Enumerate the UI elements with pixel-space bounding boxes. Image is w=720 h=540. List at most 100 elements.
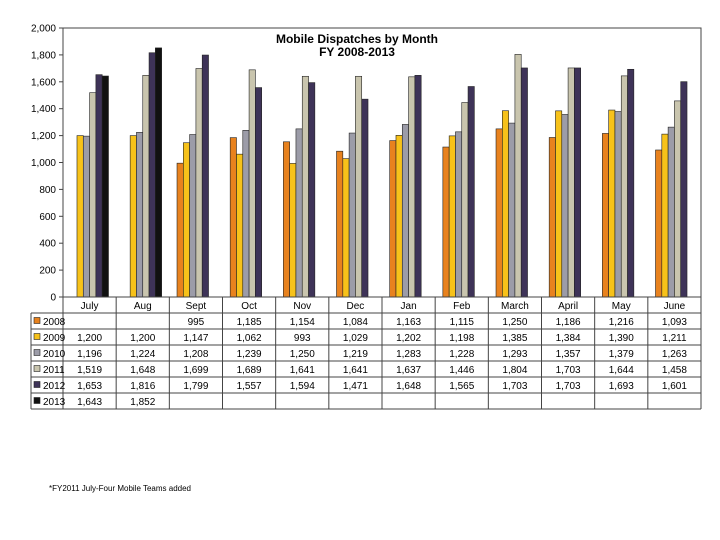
data-label: 1,154 [290, 317, 315, 328]
data-label: 1,357 [556, 349, 581, 360]
bar-2012-Nov [308, 82, 316, 298]
legend-swatch-2013 [33, 397, 41, 404]
legend-label: 2008 [43, 317, 66, 328]
data-label: 1,379 [609, 349, 634, 360]
data-label: 1,689 [237, 365, 262, 376]
legend-label: 2012 [43, 381, 66, 392]
bar-2012-Dec [361, 98, 369, 298]
data-label: 1,384 [556, 333, 581, 344]
bar-2012-March [520, 67, 528, 298]
data-label: 1,293 [502, 349, 527, 360]
bar-2010-April [561, 114, 569, 298]
legend-swatch-2009 [33, 333, 41, 340]
data-label: 1,185 [237, 317, 262, 328]
bar-2011-Jan [408, 76, 416, 298]
bar-2011-July [89, 92, 97, 298]
legend-label: 2009 [43, 333, 66, 344]
x-tick-label: Feb [453, 301, 471, 312]
legend-label: 2013 [43, 397, 66, 408]
bar-2012-Aug [148, 52, 156, 298]
bar-2012-April [574, 67, 581, 298]
data-label: 1,653 [77, 381, 102, 392]
bar-2011-April [567, 67, 575, 298]
x-tick-label: Nov [293, 301, 311, 312]
y-tick-label: 400 [39, 239, 56, 250]
y-tick-label: 200 [39, 266, 56, 277]
footnote: *FY2011 July-Four Mobile Teams added [49, 484, 191, 493]
bar-2012-June [680, 81, 688, 298]
bar-2011-Feb [461, 102, 469, 298]
data-label: 1,202 [396, 333, 421, 344]
bar-2008-June [655, 149, 663, 298]
y-tick-label: 0 [50, 293, 56, 304]
bar-2009-Feb [448, 135, 456, 298]
y-tick-label: 600 [39, 212, 56, 223]
x-tick-label: June [664, 301, 686, 312]
x-tick-label: Oct [241, 301, 257, 312]
bar-2009-June [661, 133, 669, 298]
data-label: 1,263 [662, 349, 687, 360]
x-tick-label: Jan [401, 301, 417, 312]
data-label: 1,208 [183, 349, 208, 360]
data-label: 1,804 [502, 365, 527, 376]
data-label: 1,643 [77, 397, 102, 408]
data-label: 1,816 [130, 381, 155, 392]
data-label: 1,693 [609, 381, 634, 392]
bar-2009-July [76, 135, 84, 298]
data-label: 1,385 [502, 333, 527, 344]
y-tick-label: 1,400 [31, 104, 56, 115]
bar-2012-July [95, 74, 103, 298]
x-tick-label: Aug [134, 301, 152, 312]
bar-2010-Sept [189, 134, 197, 298]
bar-2008-Jan [389, 140, 397, 298]
data-label: 1,644 [609, 365, 634, 376]
bar-2008-Dec [336, 150, 344, 298]
data-label: 1,093 [662, 317, 687, 328]
bar-2012-Feb [467, 86, 475, 298]
bar-2008-Sept [176, 162, 184, 298]
data-label: 1,224 [130, 349, 155, 360]
y-tick-label: 1,800 [31, 50, 56, 61]
legend-label: 2010 [43, 349, 66, 360]
data-label: 1,641 [290, 365, 315, 376]
data-label: 1,703 [556, 365, 581, 376]
bar-2009-Dec [342, 158, 350, 298]
bar-2010-Jan [401, 124, 409, 298]
bar-2009-March [502, 110, 509, 298]
data-label: 1,216 [609, 317, 634, 328]
data-label: 1,084 [343, 317, 368, 328]
data-label: 1,648 [130, 365, 155, 376]
data-label: 1,699 [183, 365, 208, 376]
data-label: 993 [294, 333, 311, 344]
data-label: 1,250 [502, 317, 527, 328]
data-label: 1,519 [77, 365, 102, 376]
data-label: 1,228 [449, 349, 474, 360]
legend-swatch-2011 [33, 365, 41, 372]
data-label: 1,703 [556, 381, 581, 392]
data-label: 1,283 [396, 349, 421, 360]
x-tick-label: Dec [347, 301, 365, 312]
bar-2009-May [608, 109, 616, 298]
x-tick-label: July [81, 301, 99, 312]
data-label: 1,471 [343, 381, 368, 392]
bar-2011-Nov [301, 75, 309, 298]
data-label: 1,648 [396, 381, 421, 392]
bar-2011-June [674, 100, 682, 298]
data-label: 1,594 [290, 381, 315, 392]
bar-2010-Aug [136, 132, 144, 298]
bar-2008-May [602, 133, 609, 298]
data-label: 1,239 [237, 349, 262, 360]
bar-2012-Sept [201, 54, 209, 298]
y-tick-label: 1,600 [31, 77, 56, 88]
bar-2010-Nov [295, 128, 303, 298]
data-label: 1,458 [662, 365, 687, 376]
bar-2013-Aug [155, 47, 162, 298]
y-tick-label: 1,000 [31, 158, 56, 169]
bar-2011-Oct [248, 69, 256, 298]
bar-2012-Oct [255, 87, 262, 298]
bar-2013-July [101, 75, 109, 298]
bar-2011-Sept [195, 68, 203, 298]
data-label: 1,799 [183, 381, 208, 392]
y-tick-label: 2,000 [31, 24, 56, 35]
bar-2010-June [667, 126, 675, 298]
